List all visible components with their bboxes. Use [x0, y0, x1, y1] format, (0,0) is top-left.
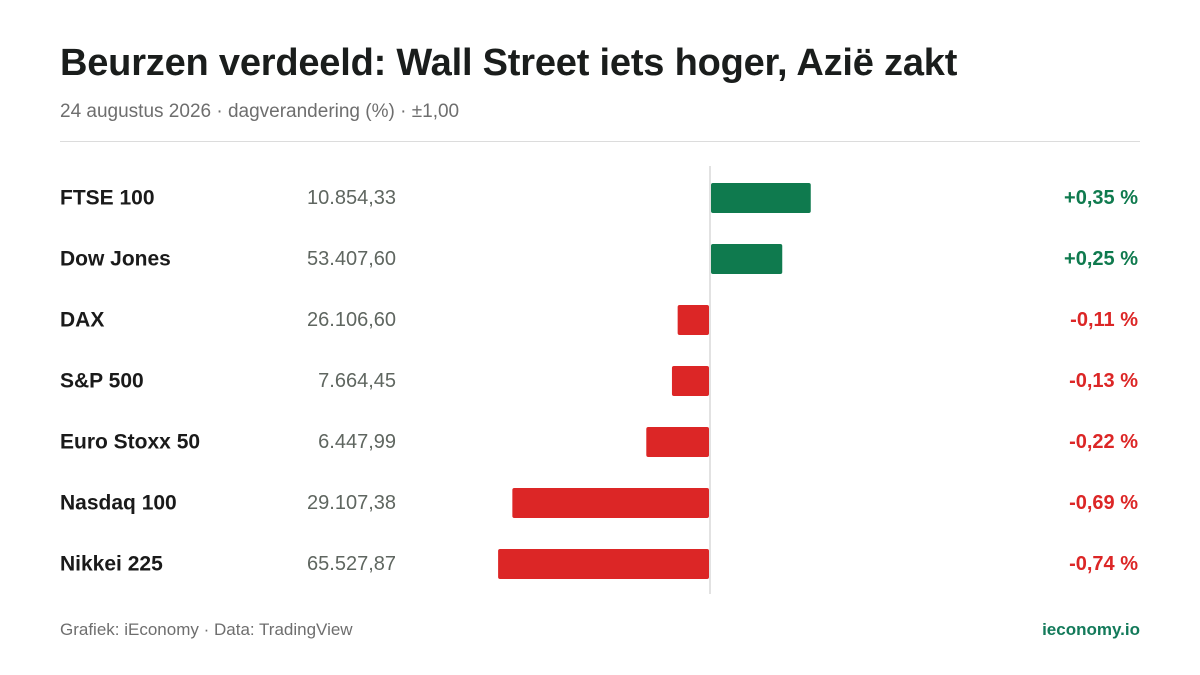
change-value-label: -0,74 %	[1069, 553, 1138, 575]
bar-row: Nasdaq 100 29.107,38 -0,69 %	[60, 488, 1138, 518]
index-name-label: FTSE 100	[60, 187, 155, 210]
bar-row: FTSE 100 10.854,33 +0,35 %	[60, 183, 1138, 213]
bar-row: Dow Jones 53.407,60 +0,25 %	[60, 244, 1138, 274]
index-name-label: Nikkei 225	[60, 553, 163, 576]
index-level-label: 10.854,33	[307, 187, 396, 209]
index-level-label: 53.407,60	[307, 248, 396, 270]
index-level-label: 29.107,38	[307, 492, 396, 514]
brand-link[interactable]: ieconomy.io	[1042, 620, 1140, 639]
source-credit: Grafiek: iEconomy · Data: TradingView	[60, 620, 353, 639]
index-name-label: Euro Stoxx 50	[60, 431, 200, 454]
index-name-label: Dow Jones	[60, 248, 171, 271]
index-level-label: 65.527,87	[307, 553, 396, 575]
negative-bar	[677, 305, 709, 335]
index-level-label: 6.447,99	[318, 431, 396, 453]
change-value-label: -0,13 %	[1069, 370, 1138, 392]
change-value-label: -0,69 %	[1069, 492, 1138, 514]
change-value-label: +0,25 %	[1064, 248, 1138, 270]
negative-bar	[498, 549, 709, 579]
negative-bar	[512, 488, 709, 518]
chart-title: Beurzen verdeeld: Wall Street iets hoger…	[60, 42, 958, 84]
change-value-label: -0,11 %	[1070, 309, 1138, 331]
positive-bar	[711, 183, 811, 213]
header-divider	[60, 141, 1140, 142]
change-value-label: +0,35 %	[1064, 187, 1138, 209]
index-name-label: S&P 500	[60, 370, 144, 393]
bar-row: Euro Stoxx 50 6.447,99 -0,22 %	[60, 427, 1138, 457]
bar-row: Nikkei 225 65.527,87 -0,74 %	[60, 549, 1138, 579]
positive-bar	[711, 244, 783, 274]
bar-row: S&P 500 7.664,45 -0,13 %	[60, 366, 1138, 396]
index-level-label: 7.664,45	[318, 370, 396, 392]
index-name-label: DAX	[60, 309, 104, 332]
change-value-label: -0,22 %	[1069, 431, 1138, 453]
chart-subtitle: 24 augustus 2026 · dagverandering (%) · …	[60, 101, 460, 122]
bar-row: DAX 26.106,60 -0,11 %	[60, 305, 1138, 335]
negative-bar	[646, 427, 709, 457]
negative-bar	[671, 366, 709, 396]
index-level-label: 26.106,60	[307, 309, 396, 331]
index-name-label: Nasdaq 100	[60, 492, 177, 515]
